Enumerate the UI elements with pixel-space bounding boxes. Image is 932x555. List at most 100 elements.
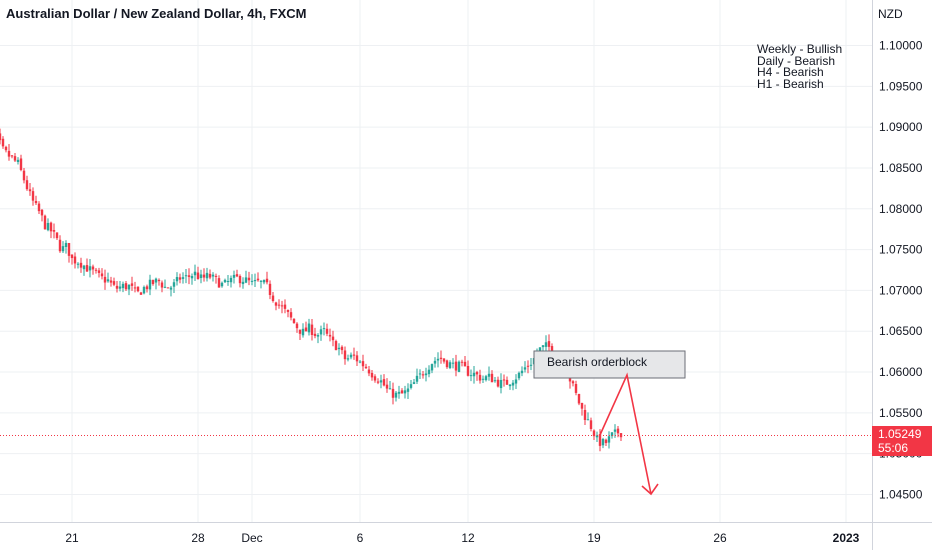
candle-bearish [466, 365, 470, 376]
candle-bullish [148, 279, 152, 290]
candle-bearish [589, 420, 593, 429]
orderblock-box[interactable] [533, 350, 686, 379]
candle-bullish [316, 335, 320, 337]
candle-bullish [307, 323, 311, 333]
candle-bearish [34, 200, 38, 204]
projection-arrow[interactable] [599, 372, 652, 495]
candle-bearish [283, 304, 287, 309]
candle-bullish [613, 429, 617, 432]
time-tick-label: 26 [713, 531, 727, 545]
candle-bearish [505, 379, 509, 385]
bias-daily: Daily - Bearish [757, 53, 836, 68]
price-axis[interactable]: 1.045001.050001.055001.060001.065001.070… [872, 0, 923, 550]
grid-lines [0, 0, 872, 522]
candle-bearish [73, 256, 77, 264]
candle-bullish [250, 280, 254, 282]
candle-bearish [214, 275, 218, 277]
candle-bullish [253, 280, 257, 282]
candle-bullish [415, 375, 419, 382]
time-tick-label: 2023 [833, 531, 860, 545]
candle-bullish [349, 354, 353, 358]
candle-bullish [379, 380, 383, 383]
candle-bearish [295, 323, 299, 329]
candle-bearish [277, 304, 281, 306]
symbol-title[interactable]: Australian Dollar / New Zealand Dollar, … [6, 6, 307, 21]
candle-bullish [481, 378, 485, 380]
candle-bullish [127, 284, 131, 290]
candle-bullish [514, 379, 518, 384]
candle-bearish [385, 384, 389, 389]
candle-bearish [157, 279, 161, 282]
candle-bullish [586, 419, 590, 421]
candle-bearish [55, 232, 59, 239]
candle-bearish [367, 369, 371, 374]
candle-bearish [475, 372, 479, 375]
candle-bearish [442, 358, 446, 362]
candle-bullish [181, 277, 185, 279]
candle-bullish [394, 392, 398, 398]
candle-bullish [82, 265, 86, 270]
candle-bearish [583, 409, 587, 420]
candle-bearish [310, 324, 314, 335]
candle-bearish [28, 189, 32, 192]
candle-bearish [178, 277, 182, 280]
candle-bearish [19, 158, 23, 170]
candle-bullish [457, 361, 461, 372]
time-tick-label: 21 [65, 531, 79, 545]
candle-bearish [52, 230, 56, 232]
candle-bearish [247, 277, 251, 281]
candle-bearish [340, 346, 344, 351]
candle-bearish [298, 329, 302, 334]
candle-bearish [160, 282, 164, 288]
time-tick-label: Dec [241, 531, 262, 545]
candle-bearish [496, 379, 500, 387]
candle-bearish [208, 273, 212, 278]
candle-bearish [97, 270, 101, 273]
candle-bearish [463, 361, 467, 367]
candle-bearish [616, 428, 620, 434]
candle-bearish [328, 334, 332, 337]
bias-notes: Weekly - Bullish Daily - Bearish H4 - Be… [757, 43, 842, 90]
annotations[interactable]: Bearish orderblock [533, 350, 686, 496]
candle-bullish [409, 384, 413, 388]
price-tick-label: 1.09500 [879, 79, 923, 93]
candle-bearish [373, 376, 377, 381]
candle-bullish [523, 367, 527, 370]
candle-bullish [436, 358, 440, 361]
candle-bearish [58, 239, 62, 252]
time-axis[interactable]: 21 28 Dec 6 12 19 26 2023 [0, 522, 932, 546]
candle-bearish [196, 272, 200, 279]
candle-bullish [493, 380, 497, 382]
last-price-tag: 1.05249 55:06 [872, 426, 932, 456]
candle-bearish [604, 439, 608, 444]
price-tick-label: 1.09000 [879, 120, 923, 134]
candle-bullish [430, 364, 434, 371]
price-tick-label: 1.06500 [879, 324, 923, 338]
candle-bullish [205, 272, 209, 279]
candle-bearish [598, 434, 602, 446]
candle-bearish [22, 170, 26, 181]
candle-bullish [508, 384, 512, 387]
candle-bearish [478, 374, 482, 381]
candle-bearish [112, 281, 116, 285]
candle-bullish [424, 373, 428, 376]
candle-bearish [382, 379, 386, 386]
candle-bearish [271, 295, 275, 301]
candle-bearish [568, 375, 572, 382]
time-tick-label: 6 [357, 531, 364, 545]
candle-bullish [541, 345, 545, 348]
candle-bearish [1, 138, 5, 147]
candle-bullish [175, 277, 179, 282]
candle-bearish [151, 279, 155, 285]
time-tick-label: 19 [587, 531, 601, 545]
candle-bearish [490, 373, 494, 383]
candle-bearish [454, 361, 458, 371]
price-tick-label: 1.08500 [879, 161, 923, 175]
candle-bullish [595, 435, 599, 438]
candle-bullish [211, 274, 215, 277]
candle-bearish [25, 180, 29, 190]
candle-bullish [229, 277, 233, 283]
candle-bearish [40, 209, 44, 216]
